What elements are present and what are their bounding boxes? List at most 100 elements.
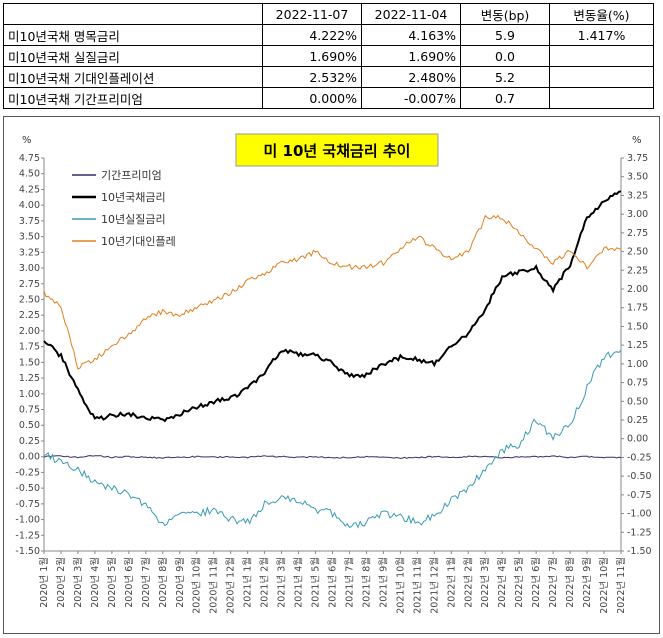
x-tick-label: 2021년 6월 (327, 557, 339, 608)
left-tick-label: 4.25 (19, 184, 40, 195)
legend-label-2: 10년실질금리 (101, 213, 166, 226)
left-tick-label: 2.00 (19, 326, 40, 337)
chart-title-box (235, 133, 439, 167)
left-tick-label: 0.75 (19, 405, 40, 416)
left-tick-label: 3.50 (19, 232, 40, 243)
x-tick-label: 2022년 6월 (530, 557, 542, 608)
x-tick-label: 2020년 5월 (106, 557, 118, 608)
right-tick-label: 3.75 (627, 153, 648, 164)
left-tick-label: -1.00 (15, 515, 40, 526)
x-tick-label: 2020년 9월 (174, 557, 186, 608)
row-value-date-2: 1.690% (361, 45, 461, 67)
left-tick-label: 3.75 (19, 216, 40, 227)
row-label: 미10년국채 명목금리 (3, 24, 263, 46)
x-tick-label: 2021년 8월 (360, 557, 372, 608)
x-tick-label: 2022년 10월 (598, 557, 610, 614)
left-tick-label: 1.75 (19, 342, 40, 353)
x-tick-label: 2020년 10월 (191, 557, 203, 614)
left-tick-label: 3.00 (19, 263, 40, 274)
right-tick-label: 0.75 (627, 378, 648, 389)
x-tick-label: 2021년 2월 (259, 557, 271, 608)
x-tick-label: 2022년 5월 (513, 557, 525, 608)
right-tick-label: -1.50 (627, 546, 652, 557)
chart-title: 미 10년 국채금리 추이 (264, 142, 411, 160)
x-tick-label: 2022년 1월 (445, 557, 457, 608)
x-tick-label: 2021년 10월 (394, 557, 406, 614)
x-tick-label: 2021년 7월 (343, 557, 355, 608)
x-tick-label: 2021년 5월 (310, 557, 322, 608)
row-change-bp: 0.0 (460, 45, 550, 67)
table-row: 미10년국채 명목금리 4.222% 4.163% 5.9 1.417% (3, 24, 654, 46)
row-change-pct (549, 45, 654, 67)
right-tick-label: -0.50 (627, 471, 652, 482)
series-line-0 (43, 455, 622, 459)
series-line-2 (43, 350, 622, 529)
row-value-date-1: 1.690% (262, 45, 362, 67)
right-tick-label: 0.50 (627, 396, 648, 407)
x-tick-label: 2021년 11월 (411, 557, 423, 614)
right-tick-label: 3.25 (627, 190, 648, 201)
left-tick-label: 3.25 (19, 247, 40, 258)
right-tick-label: 2.00 (627, 284, 648, 295)
summary-table: 2022-11-07 2022-11-04 변동(bp) 변동율(%) 미10년… (3, 3, 654, 109)
x-tick-label: 2022년 4월 (496, 557, 508, 608)
right-tick-label: 0.00 (627, 434, 648, 445)
x-tick-label: 2020년 6월 (123, 557, 135, 608)
row-value-date-2: 2.480% (361, 66, 461, 88)
right-tick-label: -1.25 (627, 527, 652, 538)
row-label: 미10년국채 기간프리미엄 (3, 87, 263, 109)
left-tick-label: 1.25 (19, 373, 40, 384)
row-change-bp: 5.2 (460, 66, 550, 88)
series-line-1 (43, 190, 622, 423)
right-tick-label: -1.00 (627, 509, 652, 520)
right-tick-label: 2.75 (627, 228, 648, 239)
x-tick-label: 2022년 7월 (547, 557, 559, 608)
x-tick-label: 2020년 8월 (157, 557, 169, 608)
row-value-date-1: 0.000% (262, 87, 362, 109)
right-tick-label: 1.00 (627, 359, 648, 370)
x-tick-label: 2020년 2월 (55, 557, 67, 608)
row-value-date-2: 4.163% (361, 24, 461, 46)
x-tick-label: 2022년 2월 (462, 557, 474, 608)
x-tick-label: 2020년 7월 (140, 557, 152, 608)
left-tick-label: -1.50 (15, 546, 40, 557)
left-tick-label: -1.25 (15, 530, 40, 541)
row-value-date-2: -0.007% (361, 87, 461, 109)
left-tick-label: -0.25 (15, 467, 40, 478)
left-tick-label: -0.75 (15, 499, 40, 510)
x-tick-label: 2020년 4월 (89, 557, 101, 608)
x-tick-label: 2021년 1월 (242, 557, 254, 608)
x-tick-label: 2021년 12월 (428, 557, 440, 614)
row-value-date-1: 4.222% (262, 24, 362, 46)
chart-area: %% 4.75 4.50 4.25 4.00 3.75 3.50 3.25 3.00 2.75 2.… (3, 116, 660, 634)
header-date-2: 2022-11-04 (361, 3, 461, 25)
left-tick-label: 0.25 (19, 436, 40, 447)
row-change-bp: 5.9 (460, 24, 550, 46)
row-label: 미10년국채 기대인플레이션 (3, 66, 263, 88)
x-tick-label: 2020년 3월 (72, 557, 84, 608)
row-change-bp: 0.7 (460, 87, 550, 109)
x-tick-label: 2020년 1월 (38, 557, 50, 608)
right-tick-label: 1.25 (627, 340, 648, 351)
left-tick-label: 1.50 (19, 357, 40, 368)
row-change-pct (549, 66, 654, 88)
header-change-bp: 변동(bp) (460, 3, 550, 25)
right-tick-label: 3.50 (627, 172, 648, 183)
left-tick-label: 4.00 (19, 200, 40, 211)
left-tick-label: -0.50 (15, 483, 40, 494)
right-tick-label: -0.25 (627, 452, 652, 463)
summary-header-row: 2022-11-07 2022-11-04 변동(bp) 변동율(%) (3, 3, 654, 25)
series-line-3 (43, 214, 622, 370)
x-tick-label: 2022년 11월 (615, 557, 627, 614)
right-tick-label: 1.75 (627, 303, 648, 314)
x-tick-label: 2022년 9월 (581, 557, 593, 608)
x-tick-label: 2022년 3월 (479, 557, 491, 608)
table-row: 미10년국채 실질금리 1.690% 1.690% 0.0 (3, 45, 654, 67)
yield-chart: % % 4.75 4.50 4.25 4.00 3.75 3.50 3.25 3.00 2.75 2.… (15, 133, 652, 614)
right-tick-label: 3.00 (627, 209, 648, 220)
left-tick-label: 0.50 (19, 420, 40, 431)
header-blank (3, 3, 263, 25)
x-tick-label: 2021년 4월 (293, 557, 305, 608)
row-label: 미10년국채 실질금리 (3, 45, 263, 67)
left-tick-label: 2.75 (19, 279, 40, 290)
